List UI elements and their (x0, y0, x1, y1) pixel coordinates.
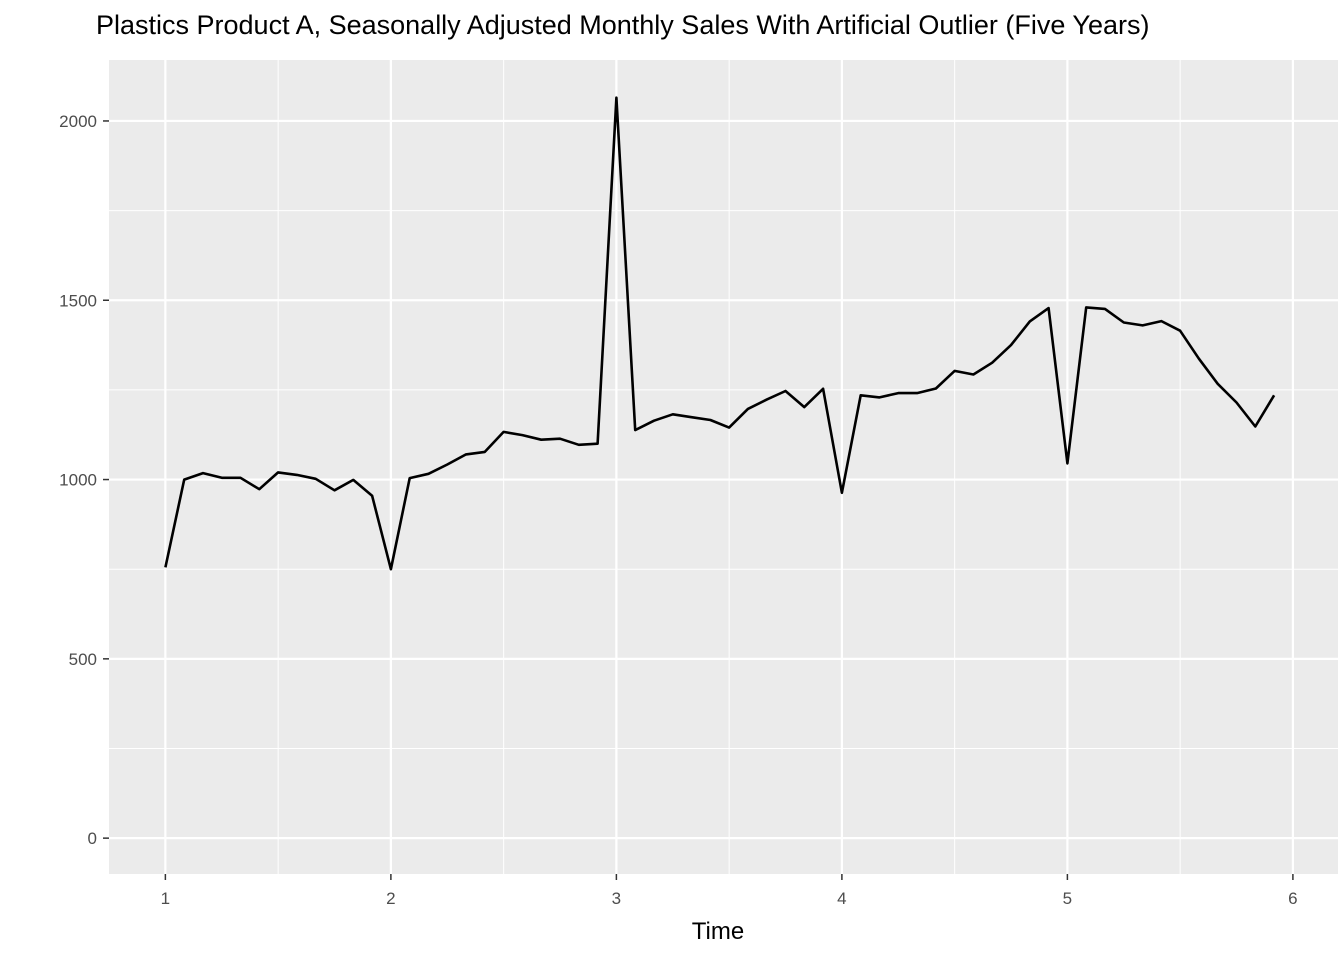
series-layer (164, 96, 1276, 571)
y-tick-label: 1500 (59, 291, 97, 310)
y-tick-label: 2000 (59, 112, 97, 131)
y-tick-label: 1000 (59, 471, 97, 490)
x-tick-label: 3 (612, 889, 621, 908)
series-line (164, 96, 1276, 571)
plot-panel (109, 60, 1338, 874)
axis-ticks (103, 120, 1294, 880)
chart-title: Plastics Product A, Seasonally Adjusted … (96, 10, 1150, 40)
x-tick-label: 2 (386, 889, 395, 908)
x-tick-label: 5 (1063, 889, 1072, 908)
x-tick-label: 6 (1288, 889, 1297, 908)
tick-labels: 1 2 3 4 5 6 0 500 1000 1500 2000 (59, 112, 1297, 908)
y-tick-label: 500 (69, 650, 97, 669)
minor-gridlines (109, 60, 1338, 874)
x-tick-label: 4 (837, 889, 846, 908)
x-tick-label: 1 (161, 889, 170, 908)
x-axis-title: Time (692, 918, 744, 945)
major-gridlines (109, 60, 1338, 874)
y-tick-label: 0 (88, 829, 97, 848)
